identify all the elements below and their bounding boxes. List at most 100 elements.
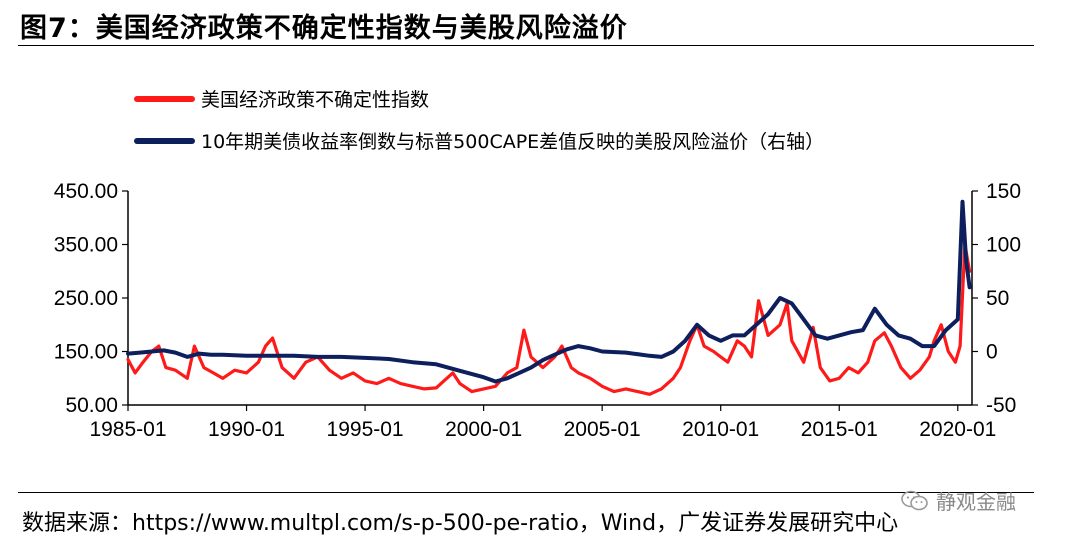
uncertainty-index-point [613, 390, 615, 393]
uncertainty-index-point [909, 377, 912, 380]
right-y-tick-label: 150 [986, 180, 1021, 203]
risk-premium-point [435, 363, 438, 366]
uncertainty-index-point [388, 377, 390, 380]
series-layer [126, 199, 972, 396]
source-note: 数据来源：https://www.multpl.com/s-p-500-pe-r… [22, 511, 899, 536]
risk-premium-point [293, 355, 295, 357]
risk-premium-point [482, 376, 485, 379]
risk-premium-point [965, 259, 967, 262]
risk-premium-point [961, 200, 964, 203]
uncertainty-index-point [819, 366, 822, 369]
legend-label-uncertainty: 美国经济政策不确定性指数 [201, 89, 429, 111]
uncertainty-index-point [857, 372, 859, 374]
x-tick-label: 2005-01 [564, 418, 641, 441]
uncertainty-index-point [959, 345, 961, 347]
uncertainty-index-point [530, 356, 532, 358]
left-y-tick-label: 50.00 [65, 394, 118, 417]
watermark-text: 静观金融 [936, 490, 1016, 514]
uncertainty-index-point [601, 385, 603, 388]
uncertainty-index-point [689, 340, 691, 342]
risk-premium-point [222, 353, 224, 356]
uncertainty-index-point [767, 334, 769, 337]
uncertainty-index-point [203, 366, 205, 369]
uncertainty-index-point [947, 350, 950, 353]
right-y-tick-label: -50 [986, 394, 1016, 417]
risk-premium-point [957, 318, 959, 321]
uncertainty-index-point [506, 372, 509, 374]
risk-premium-point [364, 357, 366, 359]
risk-premium-point [802, 318, 805, 321]
risk-premium-point [648, 355, 651, 357]
risk-premium-point [565, 348, 568, 351]
x-tick-label: 2015-01 [801, 418, 878, 441]
uncertainty-index-point [679, 366, 682, 369]
risk-premium-point [779, 297, 781, 299]
risk-premium-point [909, 337, 912, 340]
risk-premium-point [945, 329, 947, 331]
risk-premium-point [139, 351, 141, 354]
risk-premium-point [850, 331, 852, 334]
risk-premium-point [601, 350, 603, 353]
risk-premium-point [589, 347, 592, 350]
risk-premium-point [696, 324, 698, 326]
risk-premium-point [921, 345, 923, 347]
uncertainty-index-point [452, 372, 454, 374]
risk-premium-point [791, 302, 793, 305]
uncertainty-index-point [542, 366, 544, 369]
risk-premium-point [542, 359, 544, 361]
uncertainty-index-point [281, 366, 283, 369]
risk-premium-point [518, 372, 520, 374]
uncertainty-index-point [186, 377, 189, 380]
risk-premium-point [162, 349, 165, 352]
uncertainty-index-point [328, 369, 331, 372]
uncertainty-index-line [126, 242, 972, 396]
uncertainty-index-point [919, 369, 921, 372]
risk-premium-point [731, 334, 734, 337]
uncertainty-index-point [727, 361, 729, 364]
uncertainty-index-point [779, 324, 781, 326]
uncertainty-index-point [233, 369, 236, 372]
uncertainty-index-point [829, 380, 831, 382]
figure-title: 图7：美国经济政策不确定性指数与美股风险溢价 [20, 13, 628, 44]
uncertainty-index-point [494, 385, 497, 388]
legend: 美国经济政策不确定性指数 10年期美债收益率倒数与标普500CAPE差值反映的美股… [134, 89, 824, 153]
risk-premium-point [506, 377, 509, 380]
uncertainty-index-point [193, 345, 196, 347]
uncertainty-index-point [890, 345, 893, 347]
uncertainty-index-point [660, 388, 663, 390]
risk-premium-point [210, 353, 212, 356]
uncertainty-index-point [264, 345, 267, 347]
uncertainty-index-point [165, 366, 167, 369]
uncertainty-index-point [423, 388, 426, 390]
uncertainty-index-point [791, 340, 793, 342]
uncertainty-index-point [127, 358, 129, 361]
uncertainty-index-point [847, 366, 850, 369]
uncertainty-index-point [305, 361, 307, 364]
risk-premium-point [660, 356, 663, 358]
uncertainty-index-point [736, 340, 739, 342]
uncertainty-index-point [271, 337, 274, 339]
uncertainty-index-point [212, 372, 215, 374]
uncertainty-index-point [435, 387, 438, 389]
uncertainty-index-point [703, 345, 705, 347]
x-tick-label: 2000-01 [445, 418, 522, 441]
left-y-tick-label: 350.00 [54, 234, 118, 257]
right-y-tick-label: 0 [986, 341, 998, 364]
risk-premium-point [553, 353, 556, 356]
risk-premium-point [198, 352, 200, 355]
uncertainty-index-point [719, 356, 722, 358]
risk-premium-point [245, 355, 248, 357]
uncertainty-index-point [471, 390, 473, 393]
uncertainty-index-point [874, 340, 876, 342]
uncertainty-index-point [750, 356, 753, 358]
risk-premium-point [874, 307, 876, 310]
uncertainty-index-point [589, 377, 592, 380]
uncertainty-index-point [352, 372, 355, 374]
uncertainty-index-point [222, 377, 224, 380]
x-tick-label: 1995-01 [327, 418, 404, 441]
risk-premium-point [530, 366, 532, 369]
uncertainty-index-point [411, 385, 414, 388]
uncertainty-index-point [376, 382, 378, 385]
risk-premium-point [708, 334, 710, 337]
